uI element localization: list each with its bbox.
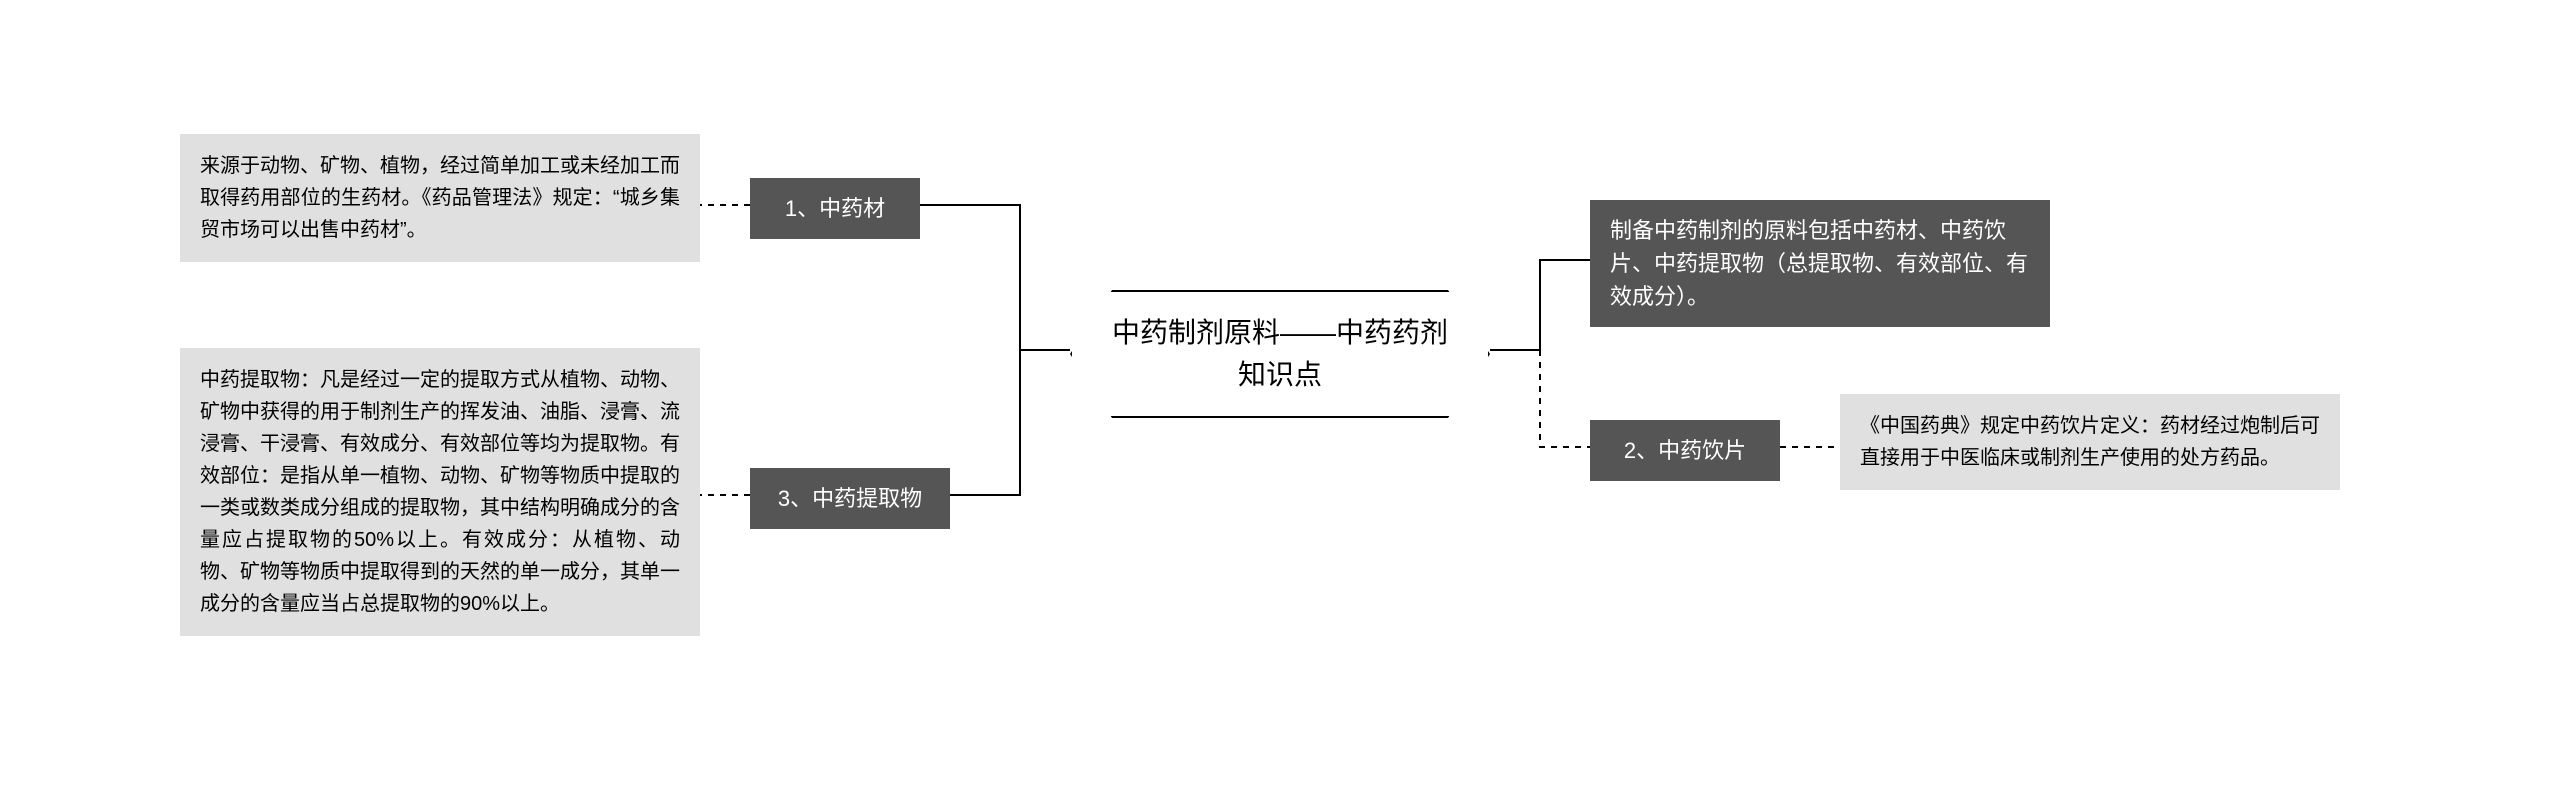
left-label-3: 3、中药提取物 bbox=[750, 468, 950, 529]
connector bbox=[920, 205, 1020, 350]
connector bbox=[1540, 350, 1590, 447]
right-label-2: 2、中药饮片 bbox=[1590, 420, 1780, 481]
right-desc-summary: 制备中药制剂的原料包括中药材、中药饮片、中药提取物（总提取物、有效部位、有效成分… bbox=[1590, 200, 2050, 327]
left-desc-3: 中药提取物：凡是经过一定的提取方式从植物、动物、矿物中获得的用于制剂生产的挥发油… bbox=[180, 348, 700, 636]
left-desc-1: 来源于动物、矿物、植物，经过简单加工或未经加工而取得药用部位的生药材。《药品管理… bbox=[180, 134, 700, 262]
right-desc-2: 《中国药典》规定中药饮片定义：药材经过炮制后可直接用于中医临床或制剂生产使用的处… bbox=[1840, 394, 2340, 490]
connector bbox=[1540, 260, 1590, 350]
left-label-1: 1、中药材 bbox=[750, 178, 920, 239]
connector bbox=[950, 350, 1020, 495]
center-node: 中药制剂原料——中药药剂知识点 bbox=[1070, 290, 1490, 418]
